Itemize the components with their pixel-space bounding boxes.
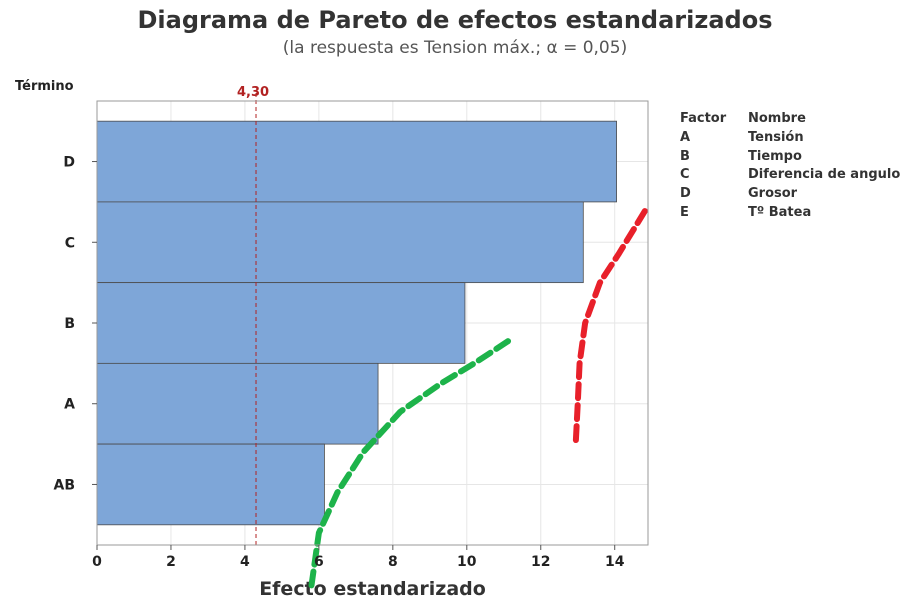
bar-d	[96, 120, 617, 203]
x-tick-label: 14	[605, 554, 625, 570]
legend-header-nombre: Nombre	[748, 111, 806, 126]
bar-c	[96, 201, 584, 284]
legend-row-e: E Tº Batea	[680, 204, 910, 223]
legend-nombre: Tiempo	[748, 148, 802, 164]
x-tick-label: 4	[240, 554, 250, 570]
legend-factor: B	[680, 148, 690, 164]
x-axis-label: Efecto estandarizado	[259, 578, 486, 600]
legend-nombre: Grosor	[748, 186, 798, 202]
x-tick-label: 8	[388, 554, 398, 570]
chart-title: Diagrama de Pareto de efectos estandariz…	[137, 6, 773, 34]
legend-row-c: C Diferencia de angulo	[680, 166, 910, 185]
x-axis: 0 2 4 6 8 10 12 14	[92, 545, 625, 570]
annotation-curves	[308, 202, 651, 589]
red-dashed-curve	[572, 202, 651, 444]
legend-nombre: Diferencia de angulo	[748, 167, 901, 183]
legend-nombre: Tensión	[748, 129, 804, 145]
x-tick-label: 0	[92, 554, 102, 570]
legend-row-a: A Tensión	[680, 129, 910, 148]
x-tick-label: 2	[166, 554, 176, 570]
factor-legend: Factor Nombre A Tensión B Tiempo C Difer…	[680, 110, 910, 223]
y-tick-label: AB	[53, 477, 75, 493]
green-dashed-curve	[308, 336, 515, 589]
reference-line-group: 4,30	[237, 85, 269, 545]
bar-b	[96, 282, 466, 364]
reference-line-label: 4,30	[237, 85, 269, 100]
legend-factor: C	[680, 167, 690, 183]
y-tick-label: D	[63, 155, 75, 171]
legend-factor: A	[680, 129, 691, 145]
legend-factor: D	[680, 186, 691, 202]
bar-a	[96, 362, 379, 445]
y-axis: D C B A AB	[53, 155, 97, 493]
bars	[96, 120, 617, 526]
y-axis-label: Término	[15, 79, 74, 94]
y-tick-label: C	[65, 235, 75, 251]
legend-nombre: Tº Batea	[748, 204, 812, 220]
bar-ab	[96, 443, 325, 526]
legend-row-d: D Grosor	[680, 185, 910, 204]
legend-header-factor: Factor	[680, 111, 727, 126]
x-tick-label: 12	[531, 554, 550, 570]
y-tick-label: A	[64, 397, 75, 413]
x-tick-label: 10	[457, 554, 477, 570]
legend-header: Factor Nombre	[680, 110, 910, 129]
legend-row-b: B Tiempo	[680, 148, 910, 167]
x-tick-label: 6	[314, 554, 324, 570]
legend-factor: E	[680, 204, 689, 220]
y-tick-label: B	[64, 316, 75, 332]
chart-subtitle: (la respuesta es Tension máx.; α = 0,05)	[282, 38, 628, 58]
